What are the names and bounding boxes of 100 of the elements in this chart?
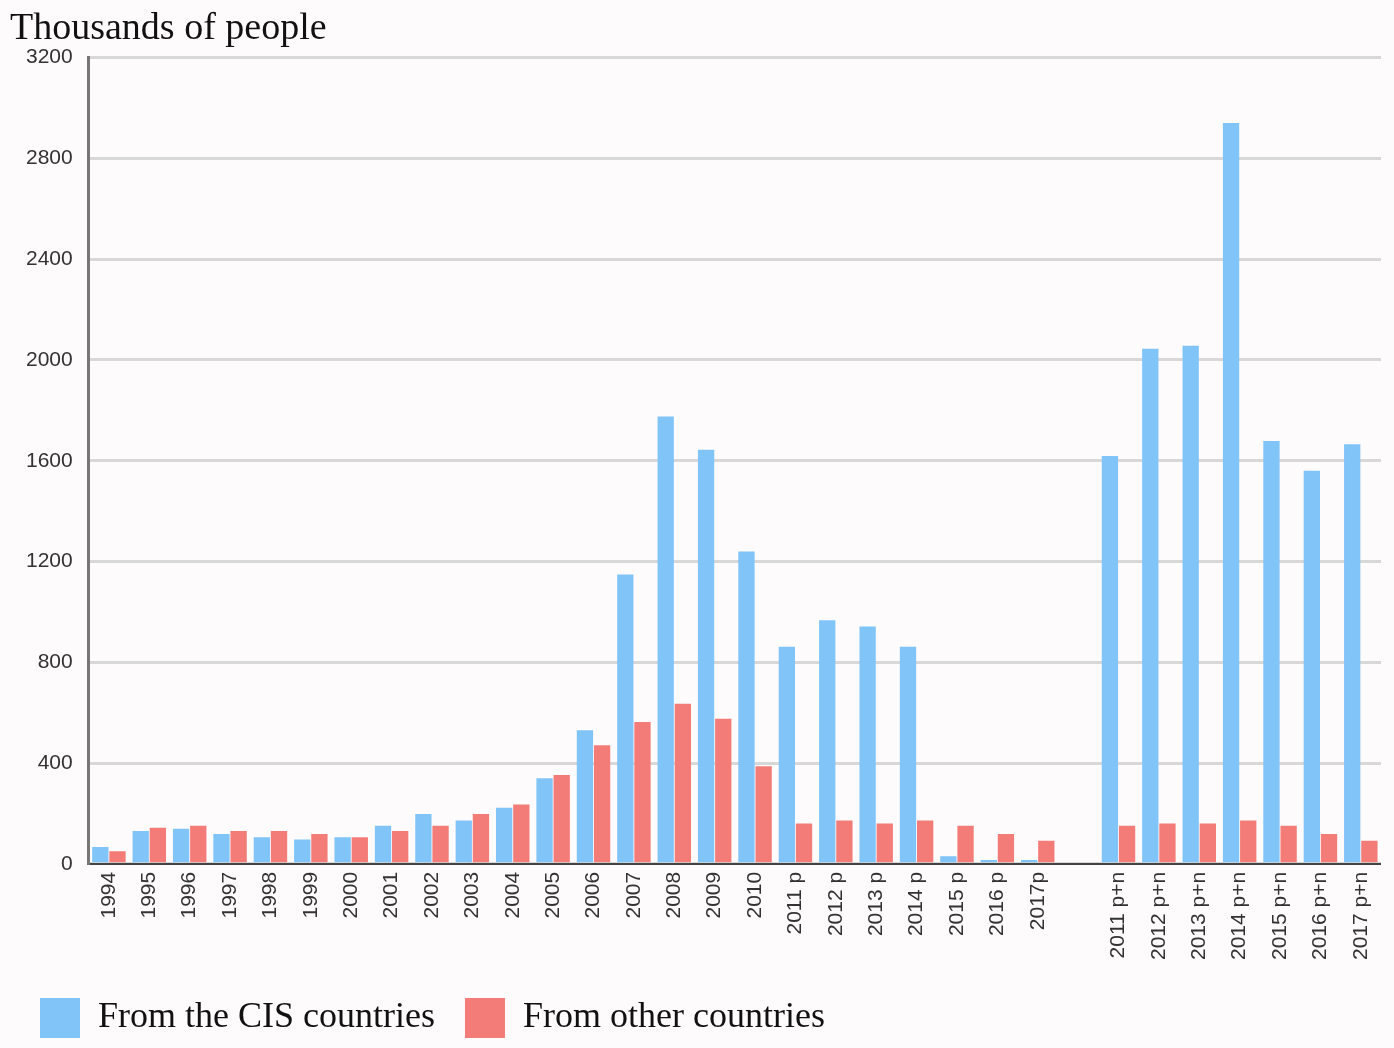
bar [415,813,432,863]
chart-title: Thousands of people [10,4,327,47]
bar [230,831,247,863]
x-tick-label: 2013 p [862,871,886,937]
x-tick-label: 2007 [620,871,644,919]
x-tick-label: 2017p [1024,871,1048,931]
bar [697,449,715,863]
bar [1344,444,1361,863]
x-tick-label: 2000 [338,871,362,919]
x-tick-label: 2013 p+n [1186,871,1210,961]
y-tick-label: 0 [61,850,73,874]
x-tick-label: 1995 [136,871,160,919]
bar [149,827,167,863]
x-tick-label: 2008 [661,871,685,919]
bar [496,807,513,863]
bar [617,574,634,863]
bar [755,766,772,863]
x-tick-label: 2011 p+n [1105,871,1129,959]
bar [1118,825,1136,863]
bar [392,831,409,863]
bar [593,745,611,863]
bar [836,820,853,863]
bar [715,718,732,863]
x-tick-label: 2005 [539,871,563,919]
bar [472,813,490,863]
bar [92,846,109,863]
x-tick-label: 2006 [580,871,604,919]
bar [270,831,288,863]
x-tick-label: 2004 [499,871,523,919]
bar [334,837,351,863]
bar [1101,455,1119,863]
bar [213,834,230,863]
y-tick-label: 400 [37,749,73,773]
x-tick-label: 1996 [176,871,200,919]
y-tick-label: 2800 [26,145,73,169]
bar [132,831,149,863]
x-tick-label: 2014 p+n [1226,871,1250,961]
bar [997,834,1015,863]
bar [738,551,755,863]
x-tick-label: 2010 [741,871,765,919]
x-tick-label: 2012 p+n [1145,871,1169,961]
bar [432,825,449,863]
bar [1222,123,1240,863]
bar [311,834,328,863]
x-tick-label: 2015 p+n [1266,871,1290,961]
bar [1303,470,1320,863]
bar [1280,825,1297,863]
bar [553,774,570,863]
bar [455,820,472,863]
bar [1240,820,1257,863]
x-tick-label: 1997 [216,871,240,919]
x-tick-label: 1994 [95,871,119,919]
bar [1199,823,1216,863]
x-tick-label: 2012 p [822,871,846,937]
bar [876,823,893,863]
bar [172,828,190,863]
bar [674,703,692,863]
bar [1142,348,1159,863]
bar [109,851,126,863]
y-tick-label: 1600 [26,447,73,471]
bar [859,626,876,863]
y-tick-label: 3200 [26,44,73,68]
bar [634,721,651,863]
bar [576,730,594,863]
bar [513,804,530,863]
bar [917,820,934,863]
bar [819,620,836,863]
bar [536,778,553,863]
x-tick-label: 2015 p [943,871,967,937]
x-tick-label: 2014 p [903,871,927,937]
legend-label: From the CIS countries [98,995,435,1036]
legend-label: From other countries [522,995,825,1036]
bar [1182,345,1199,863]
bar [957,825,974,863]
y-tick-label: 800 [37,649,73,673]
bar [374,825,392,863]
bar [1320,834,1338,863]
bar [1159,823,1176,863]
x-tick-label: 2017 p+n [1347,871,1371,961]
x-tick-label: 2016 p+n [1307,871,1331,961]
bar [253,837,271,863]
x-tick-label: 2001 [378,871,402,919]
y-tick-label: 1200 [26,548,73,572]
bar [294,839,311,863]
x-tick-label: 2003 [459,871,483,919]
bar [1361,840,1378,863]
x-tick-label: 1999 [297,871,321,919]
bar [940,856,957,863]
x-tick-label: 2002 [418,871,442,919]
x-tick-label: 2011 p [782,871,806,935]
x-tick-label: 1998 [257,871,281,919]
x-tick-label: 2016 p [984,871,1008,937]
y-tick-label: 2400 [26,245,73,269]
bar [657,416,674,863]
bar [190,825,207,863]
bar [1038,840,1055,863]
bar [1263,441,1280,863]
y-tick-label: 2000 [26,346,73,370]
bar [778,646,795,863]
bar [351,837,368,863]
